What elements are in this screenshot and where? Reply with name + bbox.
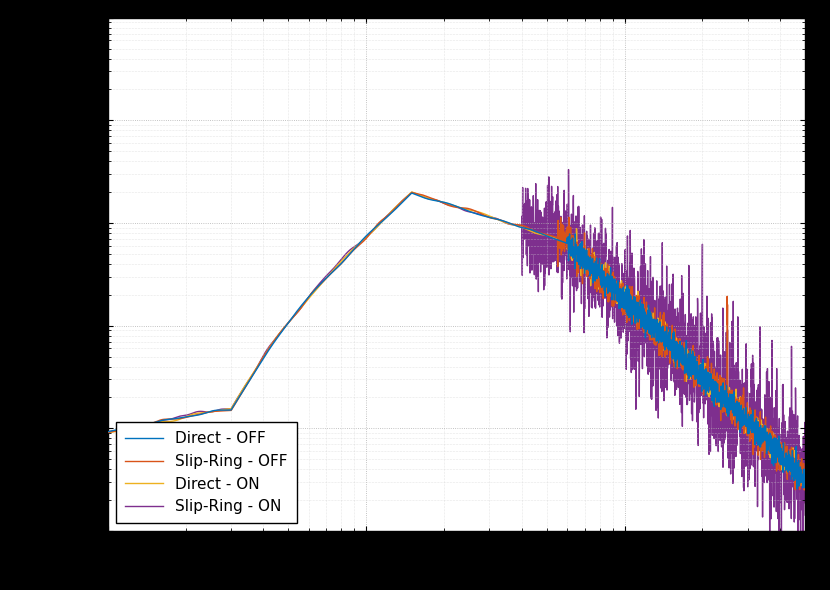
Direct - OFF (609, 276, 619, 283)
Slip-Ring - ON (103, 428, 113, 435)
Line: Direct - OFF: Direct - OFF (108, 193, 805, 489)
Direct - OFF (792, 485, 802, 492)
Slip-Ring - OFF (800, 468, 810, 476)
Direct - ON (103, 429, 113, 436)
Slip-Ring - OFF (103, 429, 113, 436)
Slip-Ring - OFF (407, 189, 417, 196)
Direct - OFF (434, 198, 444, 205)
Line: Slip-Ring - OFF: Slip-Ring - OFF (108, 192, 805, 490)
Slip-Ring - ON (564, 166, 574, 173)
Direct - OFF (800, 475, 810, 482)
Slip-Ring - OFF (799, 486, 809, 493)
Slip-Ring - OFF (396, 199, 406, 206)
Direct - ON (434, 198, 444, 205)
Direct - ON (798, 483, 808, 490)
Slip-Ring - OFF (609, 273, 619, 280)
Line: Direct - ON: Direct - ON (108, 192, 805, 486)
Direct - OFF (396, 201, 406, 208)
Slip-Ring - ON (800, 473, 810, 480)
Direct - OFF (402, 195, 412, 202)
Slip-Ring - OFF (745, 421, 754, 428)
Direct - ON (407, 188, 417, 195)
Direct - ON (745, 429, 754, 436)
Direct - ON (402, 194, 412, 201)
Direct - ON (609, 283, 619, 290)
Legend: Direct - OFF, Slip-Ring - OFF, Direct - ON, Slip-Ring - ON: Direct - OFF, Slip-Ring - OFF, Direct - … (115, 422, 297, 523)
Slip-Ring - ON (779, 474, 789, 481)
Direct - ON (396, 199, 406, 206)
Direct - OFF (407, 189, 417, 196)
Slip-Ring - ON (402, 194, 412, 201)
Slip-Ring - ON (609, 319, 619, 326)
Line: Slip-Ring - ON: Slip-Ring - ON (108, 169, 805, 552)
Slip-Ring - ON (434, 198, 444, 205)
Slip-Ring - OFF (402, 194, 412, 201)
Slip-Ring - OFF (434, 198, 444, 205)
Slip-Ring - OFF (779, 445, 788, 452)
Slip-Ring - ON (396, 199, 406, 206)
Slip-Ring - ON (745, 467, 754, 474)
Direct - OFF (745, 418, 754, 425)
Slip-Ring - ON (774, 548, 784, 555)
Direct - ON (800, 482, 810, 489)
Direct - OFF (103, 428, 113, 435)
Direct - OFF (779, 463, 788, 470)
Direct - ON (779, 455, 788, 462)
